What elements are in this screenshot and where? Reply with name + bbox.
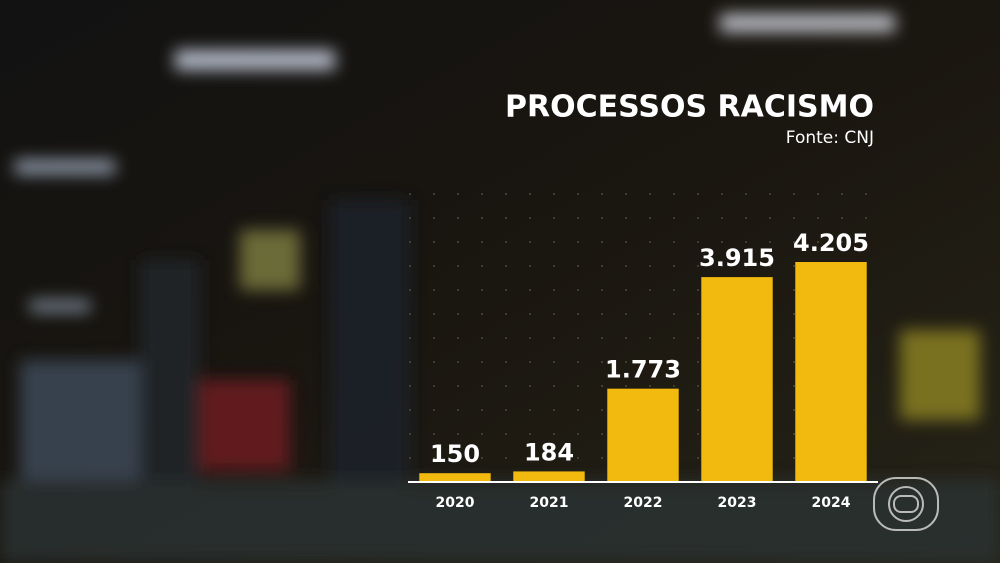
x-tick-label: 2022	[624, 495, 663, 511]
bar	[795, 262, 867, 481]
x-tick-label: 2023	[718, 495, 757, 511]
x-tick-label: 2024	[812, 495, 851, 511]
logo	[873, 477, 939, 531]
bar	[513, 471, 585, 481]
bar	[607, 388, 679, 481]
value-label: 150	[430, 440, 480, 468]
bar	[701, 277, 773, 481]
chart-title: PROCESSOS RACISMO	[505, 90, 874, 125]
value-label: 4.205	[793, 229, 869, 257]
value-label: 1.773	[605, 356, 681, 384]
value-label: 3.915	[699, 244, 775, 272]
value-label: 184	[524, 438, 574, 466]
bar	[419, 473, 491, 481]
chart-subtitle: Fonte: CNJ	[786, 128, 874, 148]
x-tick-label: 2020	[436, 495, 475, 511]
x-tick-label: 2021	[530, 495, 569, 511]
